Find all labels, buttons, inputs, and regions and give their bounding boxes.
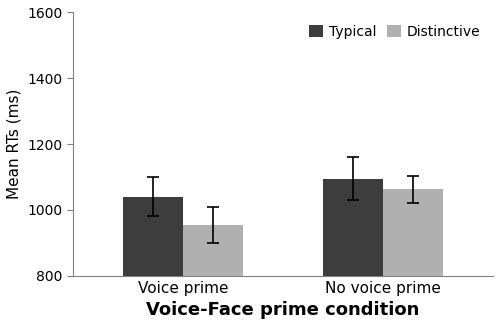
Bar (323, 179, 383, 326)
Legend: Typical, Distinctive: Typical, Distinctive (304, 19, 486, 45)
Bar (183, 225, 243, 326)
Bar (383, 189, 443, 326)
Bar (123, 197, 183, 326)
Y-axis label: Mean RTs (ms): Mean RTs (ms) (7, 89, 22, 199)
X-axis label: Voice-Face prime condition: Voice-Face prime condition (146, 301, 420, 319)
